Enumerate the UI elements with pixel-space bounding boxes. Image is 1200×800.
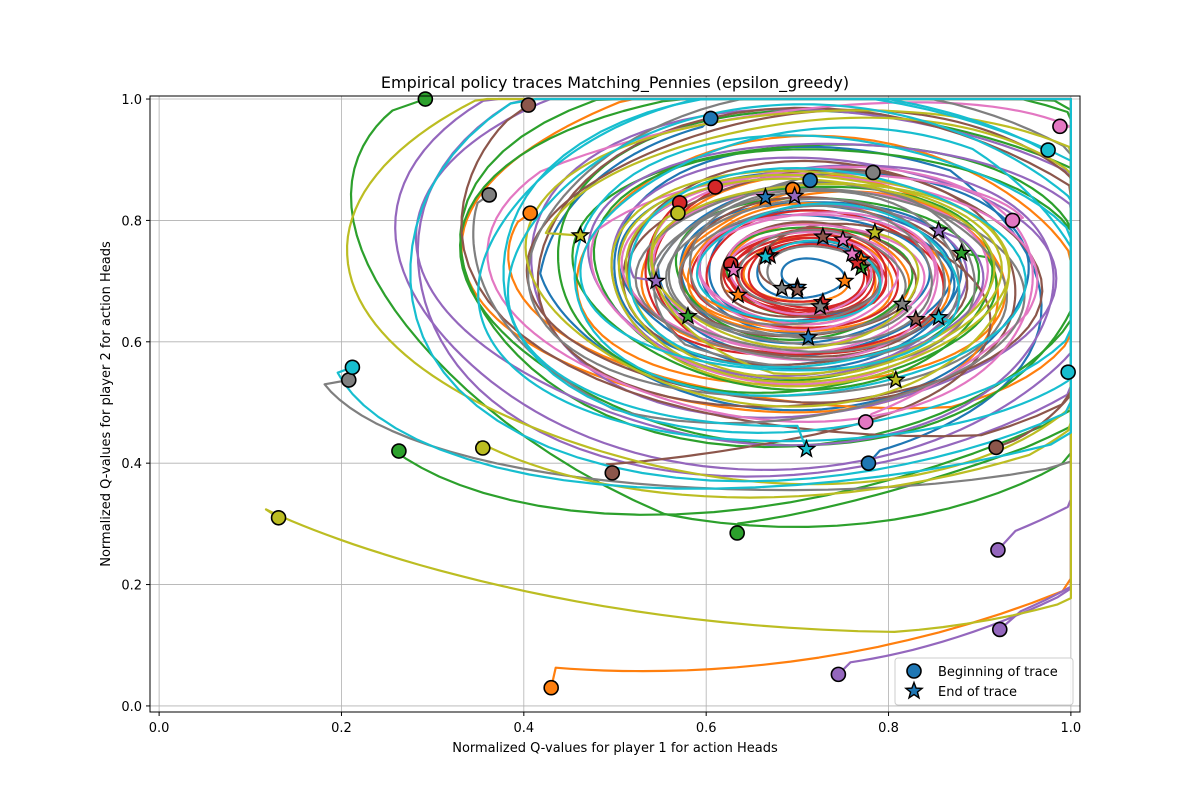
- trace-end-marker: [728, 284, 749, 304]
- trace-line: [472, 187, 1026, 425]
- y-axis-ticks: 0.0 0.2 0.4 0.6 0.8 1.0: [121, 93, 150, 715]
- trace-start-marker: [1052, 118, 1068, 135]
- trace-line: [589, 172, 1025, 386]
- trace-end-marker: [928, 220, 949, 240]
- trace-end-marker: [905, 308, 926, 328]
- trace-end-marker: [771, 277, 792, 297]
- trace-end-marker: [812, 226, 833, 246]
- trace-start-marker: [474, 440, 491, 456]
- trace-end-marker: [787, 279, 808, 299]
- trace-start-marker: [391, 443, 407, 459]
- trace-start-marker: [604, 465, 621, 481]
- trace-end-marker: [834, 270, 855, 290]
- trace-start-marker: [270, 509, 287, 526]
- y-tick-label: 0.8: [121, 214, 142, 229]
- trace-start-marker: [702, 110, 719, 127]
- trace-line: [649, 175, 1039, 423]
- y-tick-label: 0.6: [121, 336, 142, 351]
- trace-start-marker: [990, 542, 1006, 558]
- legend-end-marker: [904, 680, 924, 700]
- trace-start-marker: [344, 359, 361, 376]
- trace-line: [634, 171, 977, 370]
- trace-end-marker: [798, 327, 819, 347]
- x-tick-label: 0.6: [696, 721, 717, 736]
- legend-label-end: End of trace: [938, 685, 1017, 700]
- trace-line: [605, 222, 992, 474]
- trace-end-marker: [864, 222, 885, 242]
- trace-start-marker: [991, 621, 1008, 638]
- trace-start-marker: [340, 372, 357, 388]
- x-axis-ticks: 0.0 0.2 0.4 0.6 0.8 1.0: [149, 712, 1081, 736]
- trace-end-marker: [928, 307, 949, 326]
- x-axis-label: Normalized Q-values for player 1 for act…: [452, 741, 778, 756]
- trace-end-marker: [846, 252, 867, 272]
- trace-start-marker: [670, 205, 686, 221]
- trace-start-marker: [830, 666, 847, 683]
- plot-frame: [149, 95, 1081, 713]
- y-tick-label: 0.2: [121, 579, 142, 594]
- trace-start-marker: [543, 679, 559, 696]
- trace-start-marker: [522, 205, 539, 221]
- trace-end-marker: [842, 243, 863, 263]
- trace-end-marker: [892, 293, 913, 313]
- x-tick-label: 1.0: [1061, 721, 1082, 736]
- x-tick-label: 0.8: [878, 721, 899, 736]
- trace-lines: [264, 97, 1073, 688]
- x-tick-label: 0.0: [149, 721, 170, 736]
- trace-start-marker: [729, 525, 745, 541]
- trace-start-marker: [865, 164, 881, 181]
- y-tick-label: 0.4: [121, 457, 142, 472]
- y-tick-label: 1.0: [121, 93, 142, 108]
- trace-end-marker: [646, 270, 666, 290]
- legend-label-start: Beginning of trace: [938, 665, 1058, 680]
- trace-line: [579, 126, 1073, 373]
- trace-start-marker: [520, 97, 537, 113]
- trace-end-marker: [832, 229, 853, 249]
- trace-end-marker: [784, 185, 805, 205]
- trace-end-marker: [723, 259, 744, 279]
- trace-start-marker: [860, 455, 877, 471]
- trace-line: [264, 97, 1073, 634]
- trace-end-marker: [810, 296, 831, 316]
- trace-start-marker: [481, 187, 497, 203]
- trace-start-marker: [417, 91, 434, 107]
- trace-end-marker: [755, 246, 776, 266]
- trace-end-marker: [677, 305, 698, 325]
- trace-end-marker: [885, 369, 906, 389]
- trace-start-marker: [857, 414, 874, 430]
- chart-title: Empirical policy traces Matching_Pennies…: [381, 73, 849, 93]
- y-tick-label: 0.0: [121, 700, 142, 715]
- x-tick-label: 0.4: [513, 721, 534, 736]
- trace-start-marker: [988, 439, 1004, 456]
- legend-box: [894, 657, 1074, 706]
- legend: Beginning of trace End of trace: [894, 657, 1074, 706]
- trace-start-marker: [802, 172, 818, 189]
- trace-end-marker: [570, 225, 591, 245]
- trace-line: [610, 169, 1011, 388]
- trace-end-marker: [796, 438, 817, 458]
- trace-start-marker: [1004, 212, 1021, 229]
- trace-start-marker: [1040, 142, 1056, 158]
- trace-start-marker: [707, 179, 724, 195]
- trace-end-marker: [951, 242, 972, 262]
- trace-end-marker: [755, 186, 776, 206]
- x-tick-label: 0.2: [331, 721, 352, 736]
- legend-start-marker: [906, 663, 922, 679]
- trace-start-marker: [1060, 364, 1076, 380]
- trace-markers: [270, 91, 1076, 696]
- y-axis-label: Normalized Q-values for player 2 for act…: [99, 241, 114, 567]
